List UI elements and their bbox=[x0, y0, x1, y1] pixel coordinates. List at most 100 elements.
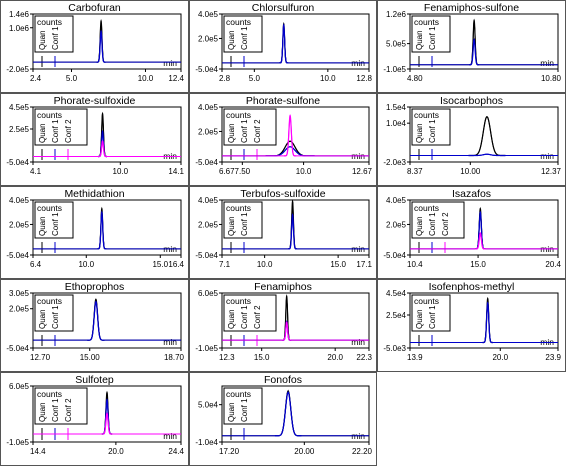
legend-entry: Conf 1 bbox=[428, 305, 437, 329]
series-peak bbox=[98, 140, 107, 158]
y-tick-label: -5.0e4 bbox=[6, 251, 29, 260]
legend-entry: Conf 1 bbox=[428, 212, 437, 236]
series-peak bbox=[101, 412, 113, 435]
x-tick-label: 12.67 bbox=[352, 167, 373, 176]
x-tick-label: 20.00 bbox=[294, 447, 315, 456]
chromatogram-panel: Phorate-sulfone 4.0e5 2.0e5 -5.0e4 6.67 7.50 1… bbox=[189, 93, 377, 186]
series-baseline bbox=[33, 33, 181, 63]
x-tick-label: 10.0 bbox=[320, 74, 336, 83]
y-tick-label: -5.0e3 bbox=[383, 344, 406, 353]
legend-box bbox=[223, 15, 263, 53]
legend-box bbox=[411, 201, 465, 239]
y-tick-label: 4.5e4 bbox=[386, 289, 407, 298]
legend-entry: Quan bbox=[415, 216, 424, 236]
x-axis-unit-label: min bbox=[163, 58, 177, 68]
legend-heading: counts bbox=[226, 110, 251, 120]
legend-heading: counts bbox=[37, 389, 62, 399]
series-peak bbox=[96, 29, 106, 63]
y-tick-label: -1.0e5 bbox=[6, 438, 29, 447]
legend-box bbox=[34, 387, 88, 425]
x-tick-label: 10.00 bbox=[460, 167, 481, 176]
x-tick-label: 10.4 bbox=[407, 260, 423, 269]
series-baseline bbox=[222, 25, 369, 64]
x-tick-label: 22.20 bbox=[352, 447, 373, 456]
y-tick-label: -5.0e4 bbox=[195, 251, 218, 260]
legend-entry: Quan bbox=[227, 30, 236, 50]
y-tick-label: 4.0e5 bbox=[198, 10, 219, 19]
y-tick-label: 2.0e5 bbox=[9, 305, 30, 314]
y-tick-label: 6.0e5 bbox=[9, 382, 30, 391]
legend-entry: Quan bbox=[38, 30, 47, 50]
chromatogram-panel: Isofenphos-methyl 4.5e4 2.5e4 -5.0e3 13.9 20.… bbox=[377, 279, 566, 372]
y-tick-label: -1.0e4 bbox=[195, 438, 218, 447]
legend-entry: Conf 1 bbox=[51, 119, 60, 143]
series-peak bbox=[469, 38, 480, 66]
y-tick-label: 4.0e5 bbox=[386, 196, 407, 205]
legend-entry: Quan bbox=[415, 309, 424, 329]
legend-box bbox=[411, 15, 451, 53]
y-tick-label: 5.0e4 bbox=[198, 401, 219, 410]
x-tick-label: 12.3 bbox=[219, 353, 235, 362]
x-tick-label: 6.67 bbox=[219, 167, 235, 176]
chromatogram-panel: Fonofos 5.0e4 -1.0e4 17.20 20.00 22.20 min coun… bbox=[189, 372, 377, 466]
x-axis-unit-label: min bbox=[163, 337, 177, 347]
series-peak bbox=[279, 23, 289, 64]
y-tick-label: 4.5e5 bbox=[9, 103, 30, 112]
legend-entry: Conf 2 bbox=[253, 119, 262, 143]
y-tick-label: -2.0e5 bbox=[6, 65, 29, 74]
legend-entry: Quan bbox=[227, 216, 236, 236]
series-peak bbox=[97, 210, 107, 250]
y-tick-label: -1.0e5 bbox=[195, 344, 218, 353]
panel-title: Terbufos-sulfoxide bbox=[240, 188, 325, 200]
y-tick-label: -2.0e3 bbox=[383, 158, 406, 167]
y-tick-label: -5.0e4 bbox=[383, 251, 406, 260]
x-axis-unit-label: min bbox=[163, 431, 177, 441]
x-tick-label: 15.0 bbox=[152, 260, 168, 269]
x-axis-unit-label: min bbox=[540, 58, 554, 68]
legend-entry: Quan bbox=[38, 123, 47, 143]
y-tick-label: 2.5e4 bbox=[386, 311, 407, 320]
panel-title: Carbofuran bbox=[68, 2, 121, 14]
series-peak bbox=[274, 391, 302, 437]
legend-entry: Quan bbox=[38, 216, 47, 236]
x-tick-label: 12.4 bbox=[168, 74, 184, 83]
legend-box bbox=[411, 108, 451, 146]
legend-box bbox=[223, 387, 263, 425]
x-tick-label: 15.0 bbox=[330, 260, 346, 269]
panel-border bbox=[189, 93, 377, 186]
x-axis-unit-label: min bbox=[351, 337, 365, 347]
x-tick-label: 12.37 bbox=[541, 167, 562, 176]
legend-heading: counts bbox=[414, 296, 439, 306]
panel-border bbox=[189, 279, 377, 372]
series-baseline bbox=[410, 40, 558, 66]
x-tick-label: 5.0 bbox=[66, 74, 78, 83]
x-tick-label: 18.70 bbox=[164, 353, 185, 362]
legend-entry: Quan bbox=[227, 123, 236, 143]
x-tick-label: 6.4 bbox=[30, 260, 42, 269]
panel-title: Phorate-sulfone bbox=[246, 95, 320, 107]
x-tick-label: 20.4 bbox=[545, 260, 561, 269]
x-tick-label: 4.80 bbox=[407, 74, 423, 83]
y-tick-label: 2.5e5 bbox=[9, 125, 30, 134]
x-tick-label: 20.0 bbox=[327, 353, 343, 362]
legend-heading: counts bbox=[414, 17, 439, 27]
legend-entry: Conf 1 bbox=[240, 398, 249, 422]
x-tick-label: 8.37 bbox=[407, 167, 423, 176]
y-tick-label: 5.0e5 bbox=[386, 40, 407, 49]
legend-entry: Conf 1 bbox=[428, 119, 437, 143]
legend-entry: Conf 1 bbox=[51, 26, 60, 50]
panel-border bbox=[189, 186, 377, 279]
series-peak bbox=[468, 153, 506, 157]
panel-title: Fonofos bbox=[264, 374, 302, 386]
legend-entry: Conf 2 bbox=[441, 212, 450, 236]
y-tick-label: 2.0e5 bbox=[198, 34, 219, 43]
panel-border bbox=[0, 279, 189, 372]
y-tick-label: 4.0e5 bbox=[198, 103, 219, 112]
